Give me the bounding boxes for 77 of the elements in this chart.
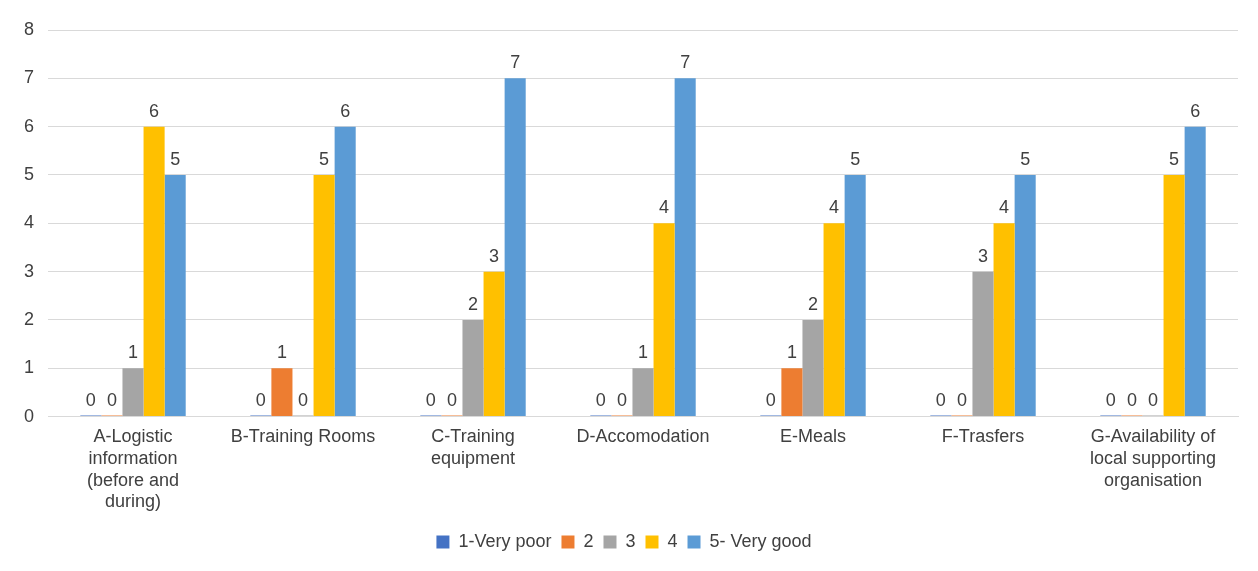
data-label: 0 — [1126, 389, 1137, 410]
y-tick-label: 3 — [24, 260, 35, 281]
legend-label: 2 — [583, 530, 594, 551]
data-label: 0 — [446, 389, 457, 410]
data-label: 4 — [659, 197, 670, 218]
data-label: 1 — [128, 342, 139, 363]
data-label: 5 — [850, 148, 861, 169]
data-label: 2 — [808, 293, 819, 314]
x-tick-label: B-Training Rooms — [230, 426, 376, 447]
data-label: 7 — [680, 52, 691, 73]
x-tick-label: A-Logistic information (before and during) — [86, 426, 180, 512]
bar — [844, 174, 866, 417]
data-label: 0 — [616, 389, 627, 410]
y-tick-label: 4 — [24, 212, 35, 233]
data-label: 5 — [1020, 148, 1031, 169]
x-tick-label: C-Training equipment — [430, 426, 516, 468]
data-label: 0 — [765, 389, 776, 410]
legend-label: 5- Very good — [709, 530, 812, 551]
bar — [143, 126, 165, 417]
y-tick-label: 1 — [24, 357, 35, 378]
data-label: 4 — [999, 197, 1010, 218]
data-label: 0 — [425, 389, 436, 410]
x-tick-label: G-Availability of local supporting organisation — [1089, 426, 1217, 490]
data-label: 0 — [595, 389, 606, 410]
data-label: 5 — [170, 148, 181, 169]
legend-label: 4 — [667, 530, 678, 551]
data-label: 1 — [276, 342, 287, 363]
bar — [781, 368, 803, 417]
data-label: 3 — [977, 245, 989, 266]
data-label: 0 — [956, 389, 967, 410]
data-label: 6 — [1190, 100, 1201, 121]
y-tick-label: 8 — [24, 18, 35, 39]
bar — [483, 271, 505, 417]
data-label: 7 — [510, 52, 521, 73]
data-label: 4 — [829, 197, 840, 218]
data-label: 6 — [340, 100, 351, 121]
data-label: 0 — [1105, 389, 1116, 410]
legend-label: 1-Very poor — [458, 530, 552, 551]
y-tick-label: 2 — [24, 308, 35, 329]
data-label: 3 — [489, 245, 500, 266]
data-label: 5 — [319, 148, 330, 169]
bar — [313, 174, 335, 417]
data-label: 0 — [255, 389, 266, 410]
data-label: 0 — [85, 389, 96, 410]
data-label: 0 — [935, 389, 946, 410]
bar — [1184, 126, 1206, 417]
y-tick-label: 0 — [24, 405, 35, 426]
data-label: 1 — [786, 342, 797, 363]
bar — [1014, 174, 1036, 417]
bar — [462, 319, 484, 417]
bar — [674, 78, 696, 417]
bar — [653, 223, 675, 417]
data-label: 6 — [149, 100, 160, 121]
bar — [972, 271, 994, 417]
bar — [993, 223, 1015, 417]
data-label: 2 — [468, 293, 479, 314]
bar — [823, 223, 845, 417]
data-label: 0 — [298, 389, 309, 410]
bar — [632, 368, 654, 417]
bar — [1163, 174, 1185, 417]
legend-label: 3 — [625, 530, 636, 551]
y-tick-label: 5 — [24, 163, 35, 184]
x-tick-label: E-Meals — [780, 426, 847, 447]
bar — [271, 368, 293, 417]
bar — [504, 78, 526, 417]
data-label: 0 — [1147, 389, 1159, 410]
x-tick-label: F-Trasfers — [941, 426, 1025, 447]
y-tick-label: 6 — [24, 115, 35, 136]
y-tick-label: 7 — [24, 67, 35, 88]
data-label: 1 — [638, 342, 649, 363]
data-label: 0 — [106, 389, 117, 410]
bar — [122, 368, 144, 417]
bar — [334, 126, 356, 417]
bar — [164, 174, 186, 417]
bar — [802, 319, 824, 417]
x-tick-label: D-Accomodation — [576, 426, 710, 447]
data-label: 5 — [1169, 148, 1180, 169]
